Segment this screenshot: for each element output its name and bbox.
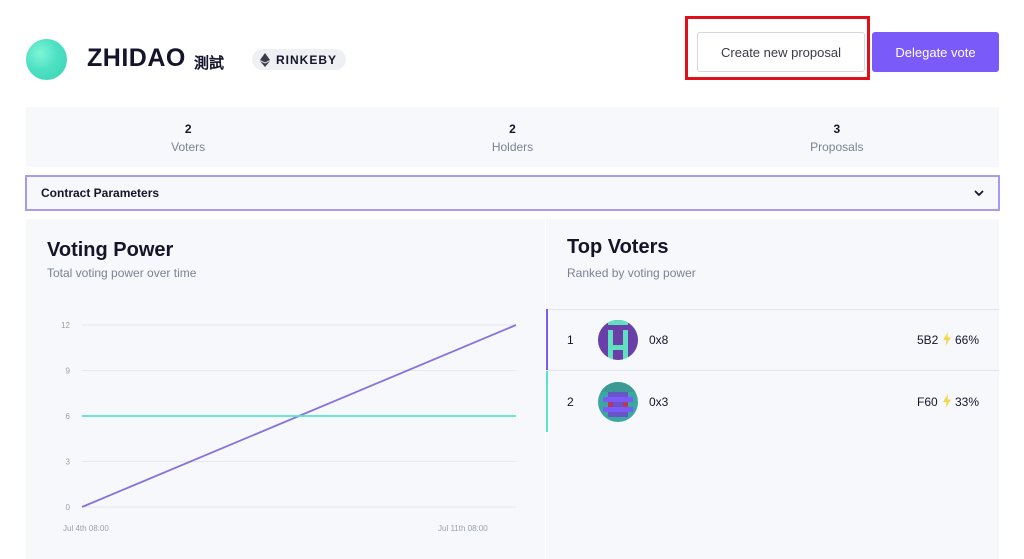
stat-voters: 2 Voters [26, 107, 350, 167]
stat-value: 2 [509, 122, 516, 136]
voter-address-end: F60 [917, 394, 938, 409]
stat-value: 2 [184, 122, 192, 136]
y-tick-label: 3 [66, 458, 71, 467]
stat-value: 3 [833, 122, 841, 136]
x-tick-label: Jul 4th 08:00 [63, 524, 109, 533]
divider [546, 370, 999, 371]
stat-label: Proposals [810, 140, 864, 154]
voter-percent: 66% [955, 332, 980, 347]
voter-avatar [598, 319, 638, 360]
dao-subtitle: 測試 [194, 55, 225, 72]
network-label: RINKEBY [276, 52, 338, 67]
contract-parameters-toggle[interactable]: Contract Parameters [25, 175, 1000, 211]
lightning-icon [943, 332, 951, 346]
voting-power-panel: Voting Power Total voting power over tim… [26, 219, 545, 559]
voter-accent-bar [546, 371, 548, 432]
voter-rank: 1 [567, 332, 574, 347]
y-tick-label: 12 [61, 321, 70, 330]
y-tick-label: 9 [66, 367, 71, 376]
voter-avatar [598, 381, 638, 422]
voter-address-start: 0x8 [649, 332, 669, 347]
ethereum-icon [260, 52, 270, 67]
x-tick-label: Jul 11th 08:00 [438, 524, 488, 533]
top-voters-panel: Top Voters Ranked by voting power 1 0x8 … [546, 219, 999, 559]
voter-row[interactable]: 1 0x8 5B2 66% [546, 309, 999, 370]
voter-address-start: 0x3 [649, 394, 669, 409]
chevron-down-icon [974, 190, 984, 196]
network-badge: RINKEBY [252, 49, 347, 70]
voter-percent: 33% [955, 394, 980, 409]
voting-power-title: Voting Power [47, 239, 174, 261]
voter-address-end: 5B2 [917, 332, 939, 347]
voter-rank: 2 [567, 394, 574, 409]
stat-label: Holders [491, 140, 534, 154]
top-voters-title: Top Voters [567, 236, 669, 258]
contract-parameters-label: Contract Parameters [41, 186, 160, 200]
voter-row[interactable]: 2 0x3 F60 33% [546, 371, 999, 432]
voter-accent-bar [546, 309, 548, 370]
lightning-icon [943, 394, 951, 408]
voting-power-chart: 0 3 6 9 12 Jul 4th 08:00 Jul 11th 08:00 [61, 321, 517, 533]
divider [546, 309, 999, 310]
top-voters-subtitle: Ranked by voting power [567, 266, 696, 280]
y-tick-label: 0 [66, 503, 71, 512]
create-proposal-button[interactable]: Create new proposal [697, 32, 865, 72]
voting-power-subtitle: Total voting power over time [47, 266, 197, 280]
dao-logo [26, 39, 67, 80]
dao-name: ZHIDAO [87, 44, 186, 72]
stat-label: Voters [171, 140, 206, 154]
stats-bar: 2 Voters 2 Holders 3 Proposals [26, 107, 999, 167]
stat-holders: 2 Holders [350, 107, 674, 167]
delegate-vote-button[interactable]: Delegate vote [872, 32, 999, 72]
y-tick-label: 6 [66, 412, 71, 421]
stat-proposals: 3 Proposals [675, 107, 999, 167]
